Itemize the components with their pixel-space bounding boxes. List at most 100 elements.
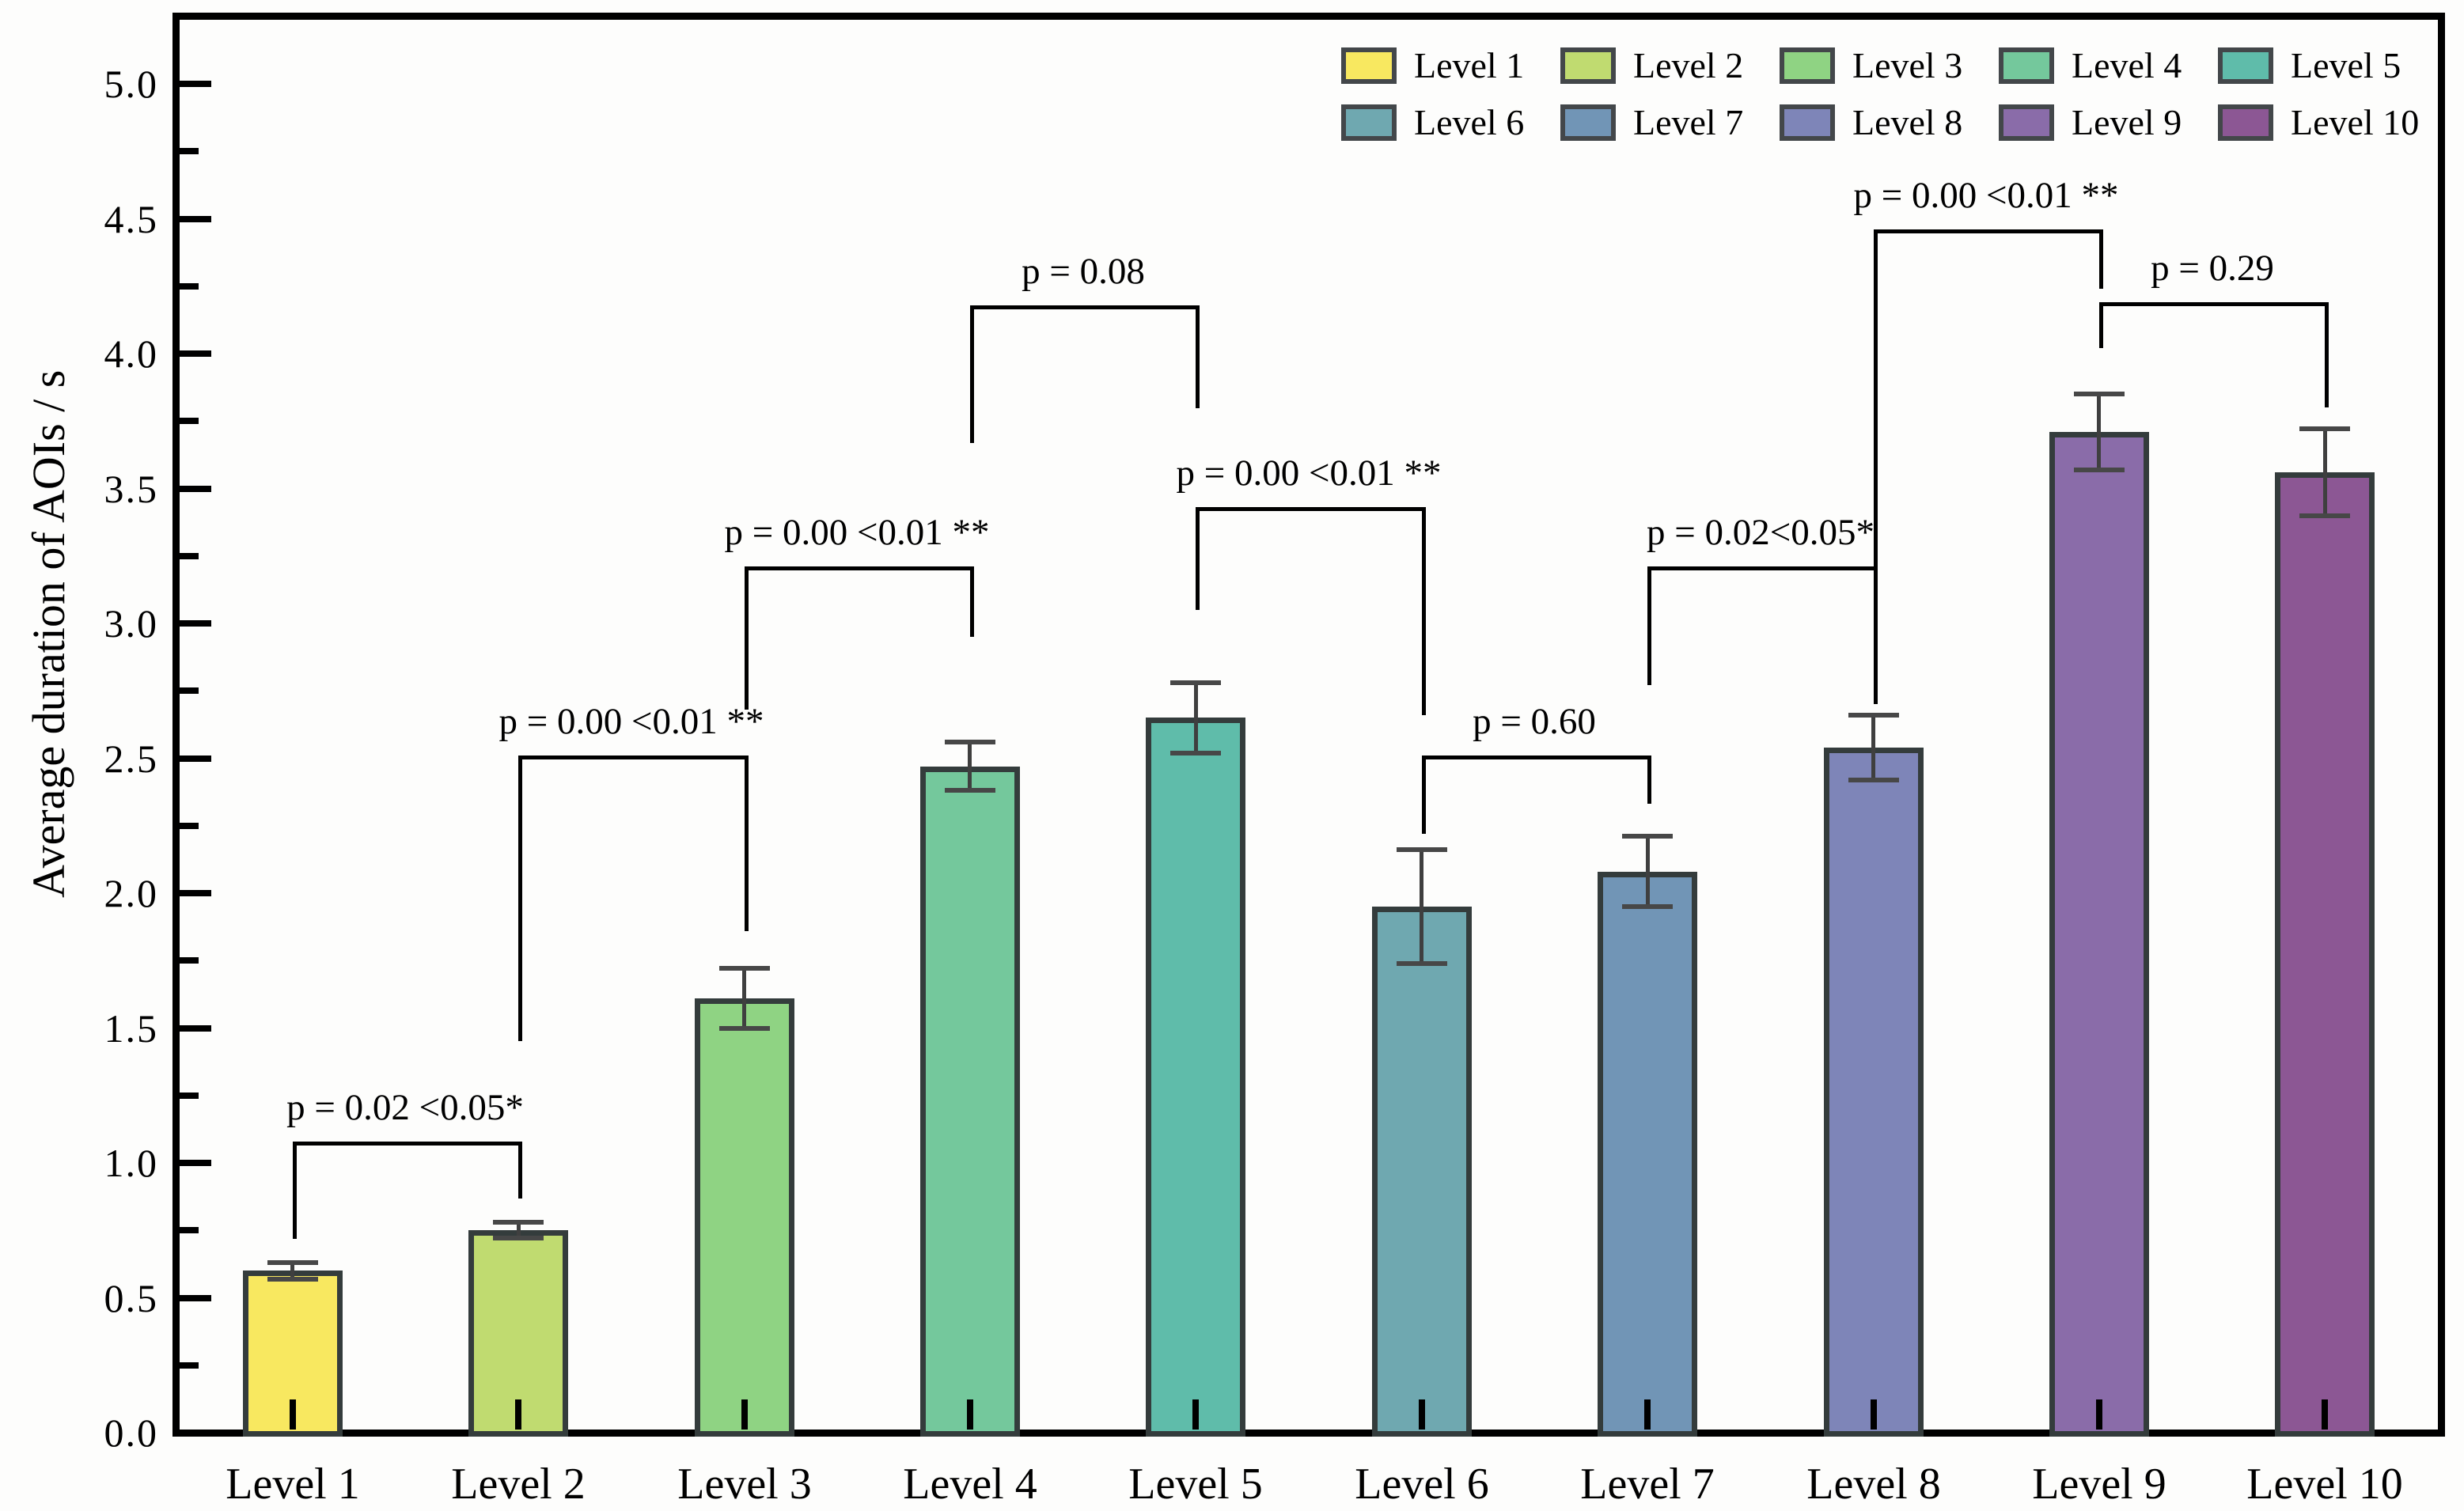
x-tick — [290, 1399, 296, 1430]
error-bar — [1420, 850, 1423, 963]
x-category-label: Level 7 — [1580, 1460, 1715, 1509]
significance-bracket-bar — [293, 1142, 522, 1146]
x-tick — [515, 1399, 521, 1430]
error-bar-cap-bottom — [2074, 468, 2125, 472]
x-category-label: Level 9 — [2032, 1460, 2166, 1509]
legend-item: Level 3 — [1780, 41, 1999, 90]
significance-label: p = 0.00 <0.01 ** — [724, 512, 990, 553]
significance-bracket-left-leg — [1647, 566, 1651, 685]
bar-level-9 — [2049, 432, 2149, 1437]
error-bar-cap-top — [1622, 834, 1673, 839]
legend-swatch-icon — [2218, 104, 2273, 141]
x-category-label: Level 2 — [451, 1460, 586, 1509]
y-major-tick — [180, 890, 211, 896]
x-tick — [1871, 1399, 1877, 1430]
bar-level-8 — [1824, 748, 1924, 1437]
y-tick-label: 2.5 — [104, 737, 158, 781]
legend-swatch-icon — [1999, 104, 2054, 141]
significance-bracket-bar — [745, 566, 974, 570]
y-major-tick — [180, 1160, 211, 1166]
x-tick — [1644, 1399, 1651, 1430]
significance-label: p = 0.02<0.05* — [1646, 512, 1875, 553]
legend-swatch-icon — [1999, 47, 2054, 84]
bar-level-4 — [920, 767, 1020, 1437]
significance-label: p = 0.08 — [1022, 251, 1145, 292]
y-tick-label: 2.0 — [104, 871, 158, 915]
axis-bottom-spine — [172, 1430, 2445, 1437]
x-tick — [2322, 1399, 2328, 1430]
y-major-tick — [180, 1430, 211, 1436]
significance-bracket-bar — [1647, 566, 1877, 570]
legend-swatch-icon — [1560, 104, 1616, 141]
error-bar-cap-bottom — [1848, 778, 1899, 782]
legend-label: Level 10 — [2291, 102, 2420, 142]
error-bar-cap-top — [267, 1260, 318, 1265]
error-bar — [1194, 683, 1198, 753]
significance-bracket-right-leg — [1422, 507, 1426, 715]
legend-item: Level 4 — [1999, 41, 2218, 90]
error-bar — [968, 742, 972, 790]
significance-label: p = 0.60 — [1473, 701, 1596, 742]
significance-bracket-right-leg — [518, 1142, 522, 1199]
significance-bracket-left-leg — [1422, 756, 1426, 834]
y-tick-label: 4.0 — [104, 331, 158, 376]
significance-bracket-left-leg — [293, 1142, 297, 1239]
legend-label: Level 3 — [1852, 45, 1963, 85]
axis-top-spine — [172, 13, 2445, 20]
legend-swatch-icon — [1341, 47, 1397, 84]
legend-item: Level 1 — [1341, 41, 1560, 90]
bar-level-6 — [1372, 907, 1472, 1437]
error-bar-cap-bottom — [1397, 961, 1447, 966]
error-bar-cap-bottom — [1170, 751, 1221, 756]
y-tick-label: 0.0 — [104, 1411, 158, 1455]
legend-label: Level 4 — [2072, 45, 2182, 85]
error-bar-cap-bottom — [945, 788, 995, 793]
x-category-label: Level 5 — [1128, 1460, 1263, 1509]
y-major-tick — [180, 756, 211, 762]
y-tick-label: 0.5 — [104, 1276, 158, 1320]
legend-item: Level 10 — [2218, 98, 2437, 147]
error-bar — [290, 1263, 294, 1278]
error-bar-cap-bottom — [493, 1236, 544, 1240]
y-minor-tick — [180, 148, 199, 154]
y-tick-label: 3.0 — [104, 601, 158, 646]
legend-item: Level 2 — [1560, 41, 1780, 90]
legend-item: Level 9 — [1999, 98, 2218, 147]
error-bar — [1646, 836, 1650, 907]
x-tick — [2096, 1399, 2102, 1430]
y-major-tick — [180, 81, 211, 87]
significance-bracket-left-leg — [1196, 507, 1200, 610]
error-bar-cap-bottom — [719, 1026, 770, 1031]
x-tick — [967, 1399, 973, 1430]
significance-bracket-left-leg — [2099, 302, 2103, 348]
significance-bracket-left-leg — [970, 305, 974, 443]
legend-swatch-icon — [1341, 104, 1397, 141]
legend-label: Level 1 — [1414, 45, 1525, 85]
significance-bracket-left-leg — [1874, 229, 1878, 704]
significance-bracket-right-leg — [2099, 229, 2103, 289]
error-bar-cap-top — [2074, 392, 2125, 396]
significance-bracket-bar — [518, 756, 748, 759]
legend-swatch-icon — [1560, 47, 1616, 84]
x-category-label: Level 3 — [677, 1460, 812, 1509]
significance-bracket-bar — [1196, 507, 1425, 511]
y-tick-label: 1.0 — [104, 1141, 158, 1185]
significance-label: p = 0.00 <0.01 ** — [1176, 453, 1442, 494]
legend-swatch-icon — [1780, 104, 1835, 141]
x-category-label: Level 8 — [1806, 1460, 1941, 1509]
significance-bracket-bar — [2099, 302, 2329, 306]
y-major-tick — [180, 1295, 211, 1301]
error-bar-cap-top — [1170, 680, 1221, 685]
significance-bracket-bar — [970, 305, 1200, 309]
axis-left-spine — [172, 13, 180, 1437]
y-tick-label: 5.0 — [104, 62, 158, 106]
x-category-label: Level 1 — [226, 1460, 360, 1509]
error-bar-cap-top — [1397, 847, 1447, 852]
significance-label: p = 0.00 <0.01 ** — [498, 701, 764, 742]
y-tick-label: 1.5 — [104, 1006, 158, 1051]
error-bar-cap-top — [945, 740, 995, 744]
error-bar-cap-top — [493, 1220, 544, 1225]
error-bar-cap-bottom — [267, 1277, 318, 1282]
x-tick — [741, 1399, 748, 1430]
significance-bracket-right-leg — [1196, 305, 1200, 408]
